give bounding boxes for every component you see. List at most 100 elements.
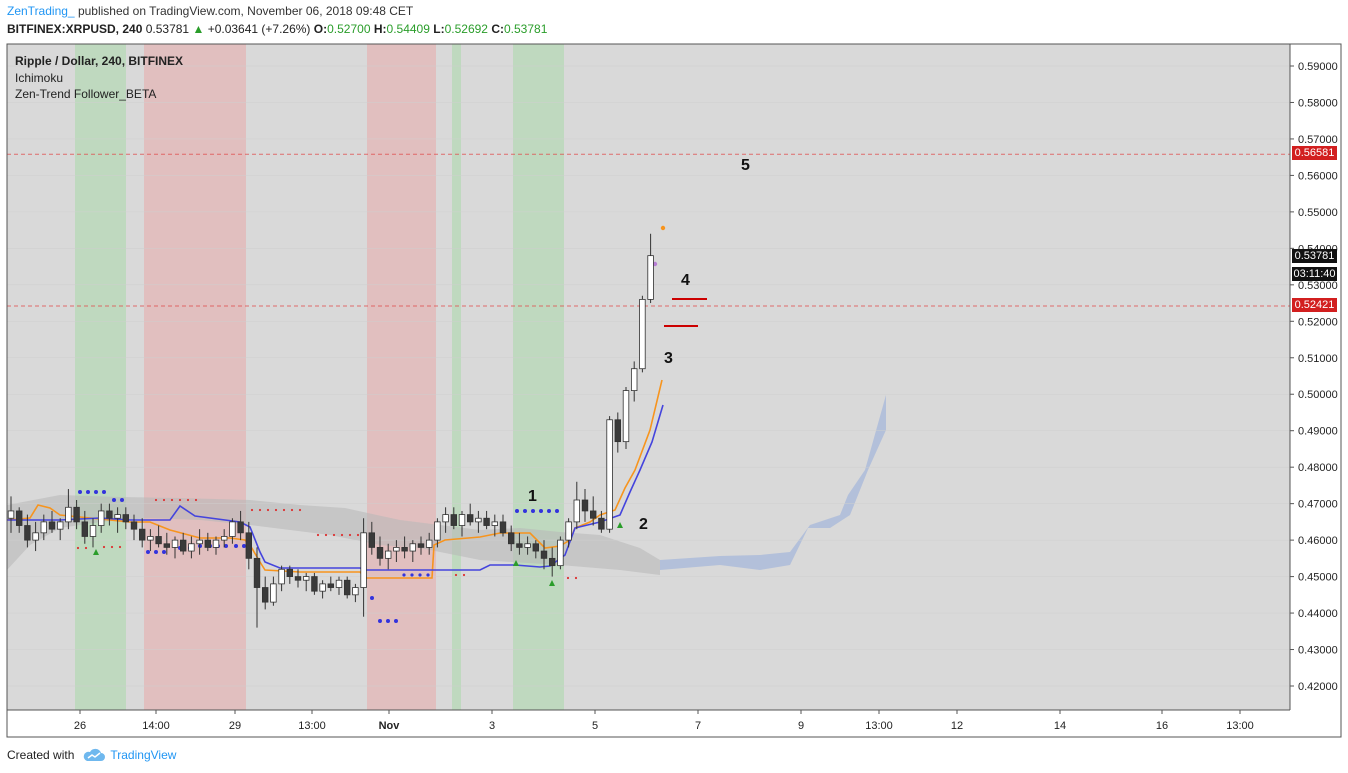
candle [302, 576, 310, 581]
legend-indicator-zen[interactable]: Zen-Trend Follower_BETA [15, 87, 157, 101]
time-tick-label: 13:00 [298, 720, 326, 732]
wave-label-1: 1 [528, 488, 537, 505]
price-tick-label: 0.47000 [1298, 499, 1338, 511]
trend-dot-blue [410, 573, 414, 577]
time-tick-label: 14:00 [142, 720, 170, 732]
buy-signal-triangle [93, 549, 99, 555]
session-zones [75, 44, 564, 710]
trend-dot-blue [94, 490, 98, 494]
legend-indicator-ichimoku[interactable]: Ichimoku [15, 70, 64, 85]
trend-dot-blue [120, 498, 124, 502]
time-tick-label: 29 [229, 720, 241, 732]
candle [647, 255, 654, 300]
footer: Created with TradingView [7, 748, 176, 762]
trend-dot-blue [154, 550, 158, 554]
candle [196, 539, 203, 545]
candle [343, 579, 351, 596]
trend-dot-red [154, 498, 158, 502]
candle [229, 521, 236, 537]
price-tick-label: 0.52000 [1298, 316, 1338, 328]
trend-dot-red [462, 573, 466, 577]
candle [81, 521, 88, 537]
price-tick-label: 0.57000 [1298, 134, 1338, 146]
price-tick-label: 0.58000 [1298, 97, 1338, 109]
wave-label-5: 5 [741, 157, 750, 174]
trend-dot-blue [515, 509, 519, 513]
candle [573, 499, 580, 523]
candle [540, 550, 548, 559]
trend-dot-red [566, 576, 570, 580]
candle [163, 543, 170, 548]
price-tick-label: 0.45000 [1298, 572, 1338, 584]
low-value: 0.52692 [444, 22, 488, 36]
author-link[interactable]: ZenTrading_ [7, 4, 75, 18]
candle [253, 557, 261, 588]
candle [15, 510, 23, 526]
trend-dot-red [250, 508, 254, 512]
trend-dot-blue [386, 619, 390, 623]
candle [171, 539, 179, 548]
price-change: +0.03641 (+7.26%) [207, 22, 311, 36]
red-session-zone [367, 44, 436, 710]
trend-dot-red [348, 533, 352, 537]
trend-dot-blue [112, 498, 116, 502]
last-price: 0.53781 [145, 22, 190, 36]
time-tick-label: 5 [592, 720, 598, 732]
trend-dot-blue [394, 619, 398, 623]
time-tick-label: Nov [379, 720, 401, 732]
trend-dot-red [186, 498, 190, 502]
candle [114, 514, 121, 519]
candle [319, 583, 326, 592]
time-tick-label: 26 [74, 720, 86, 732]
trend-dot-blue [531, 509, 535, 513]
trend-dot-red [298, 508, 302, 512]
trend-dot-blue [378, 619, 382, 623]
candle [450, 514, 457, 526]
candle [622, 390, 630, 443]
tradingview-link[interactable]: TradingView [82, 748, 176, 762]
candle [32, 532, 39, 541]
candle [598, 517, 605, 530]
trend-dot-red [290, 508, 294, 512]
trend-dot-red [356, 533, 360, 537]
candle [24, 525, 31, 541]
candle [106, 510, 113, 519]
time-tick-label: 16 [1156, 720, 1168, 732]
candle [327, 583, 334, 588]
wave-label-3: 3 [664, 350, 673, 367]
trend-dot-red [266, 508, 270, 512]
candle [475, 517, 482, 523]
time-tick-label: 7 [695, 720, 701, 732]
legend-symbol[interactable]: Ripple / Dollar, 240, BITFINEX [15, 54, 184, 68]
cloud-blue-area [660, 395, 886, 570]
buy-signal-triangle [513, 560, 519, 566]
candle [352, 587, 359, 596]
level-high-tag: 0.56581 [1292, 146, 1337, 160]
candle [639, 299, 646, 370]
green-session-zone [513, 44, 564, 710]
candle [204, 539, 211, 548]
candle [409, 543, 416, 552]
candle [237, 521, 244, 534]
trend-dot-red [324, 533, 328, 537]
candle [138, 528, 146, 541]
trend-dot-blue [418, 573, 422, 577]
candle [557, 539, 564, 567]
price-tick-label: 0.43000 [1298, 645, 1338, 657]
trend-dot-red [162, 498, 166, 502]
trend-dot-blue [78, 490, 82, 494]
trend-dot-blue [86, 490, 90, 494]
trend-dot-red [102, 545, 106, 549]
price-tick-label: 0.56000 [1298, 170, 1338, 182]
candle [466, 514, 474, 523]
price-tick-label: 0.49000 [1298, 426, 1338, 438]
trend-dot-red [110, 545, 114, 549]
candle [278, 568, 285, 585]
candle [7, 510, 15, 519]
close-value: 0.53781 [504, 22, 548, 36]
green-session-zone [452, 44, 461, 710]
candle [245, 532, 252, 559]
candle [581, 499, 589, 512]
green-session-zone [75, 44, 126, 710]
